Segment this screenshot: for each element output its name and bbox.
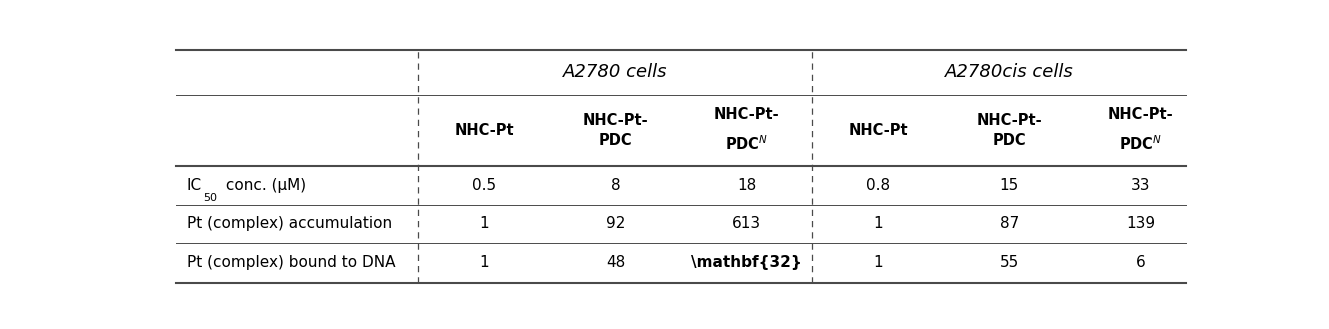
Text: \mathbf{32}: \mathbf{32} [691, 255, 803, 270]
Text: 50: 50 [203, 193, 217, 203]
Text: 87: 87 [999, 216, 1019, 231]
Text: NHC-Pt: NHC-Pt [455, 123, 514, 138]
Text: 139: 139 [1126, 216, 1155, 231]
Text: 1: 1 [873, 216, 882, 231]
Text: conc. (μM): conc. (μM) [221, 178, 306, 193]
Text: NHC-Pt-
PDC: NHC-Pt- PDC [582, 113, 649, 148]
Text: NHC-Pt: NHC-Pt [848, 123, 908, 138]
Text: IC: IC [186, 178, 202, 193]
Text: Pt (complex) bound to DNA: Pt (complex) bound to DNA [186, 255, 395, 270]
Text: NHC-Pt-: NHC-Pt- [714, 108, 780, 122]
Text: 0.8: 0.8 [867, 178, 890, 193]
Text: 8: 8 [610, 178, 621, 193]
Text: 613: 613 [732, 216, 762, 231]
Text: 92: 92 [606, 216, 625, 231]
Text: A2780 cells: A2780 cells [563, 63, 667, 81]
Text: 15: 15 [999, 178, 1019, 193]
Text: A2780cis cells: A2780cis cells [945, 63, 1074, 81]
Text: PDC$^{N}$: PDC$^{N}$ [726, 134, 768, 153]
Text: PDC$^{N}$: PDC$^{N}$ [1119, 134, 1163, 153]
Text: NHC-Pt-
PDC: NHC-Pt- PDC [977, 113, 1042, 148]
Text: 1: 1 [480, 255, 489, 270]
Text: 6: 6 [1136, 255, 1146, 270]
Text: 0.5: 0.5 [472, 178, 496, 193]
Text: 55: 55 [999, 255, 1019, 270]
Text: 48: 48 [606, 255, 625, 270]
Text: 1: 1 [480, 216, 489, 231]
Text: 1: 1 [873, 255, 882, 270]
Text: 33: 33 [1131, 178, 1151, 193]
Text: 18: 18 [738, 178, 756, 193]
Text: Pt (complex) accumulation: Pt (complex) accumulation [186, 216, 392, 231]
Text: NHC-Pt-: NHC-Pt- [1108, 108, 1174, 122]
